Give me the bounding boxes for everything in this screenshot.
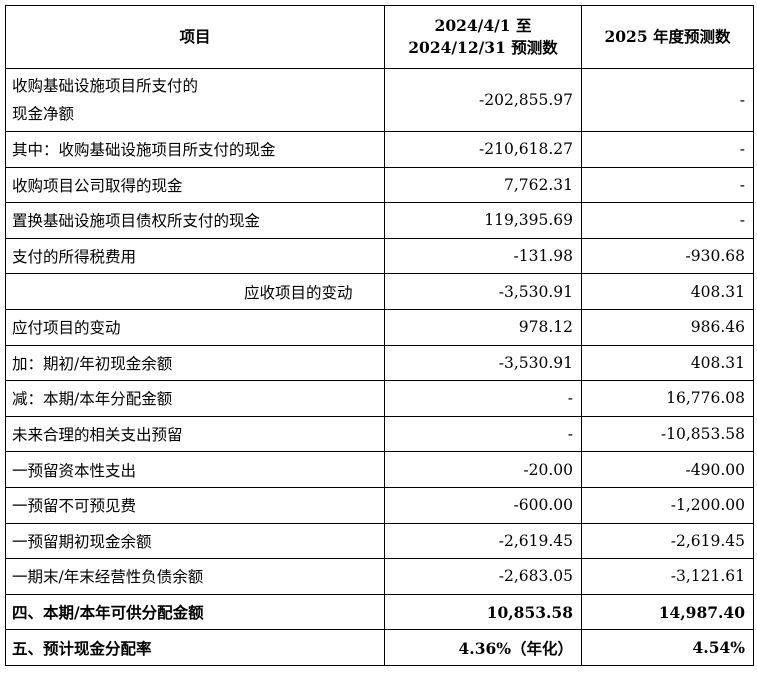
row-value-year: 4.54%	[581, 629, 754, 666]
table-row: 应收项目的变动 -3,530.91 408.31	[5, 273, 754, 310]
table-row: 一预留资本性支出 -20.00 -490.00	[5, 451, 754, 488]
row-label: 收购项目公司取得的现金	[5, 166, 385, 204]
row-value-period: 119,395.69	[384, 202, 582, 239]
row-value-year: -2,619.45	[581, 522, 754, 560]
row-value-period: 978.12	[384, 308, 582, 346]
row-value-period: -	[384, 380, 582, 417]
row-label: 减：本期/本年分配金额	[5, 380, 385, 417]
row-value-year: 986.46	[581, 308, 754, 346]
row-label: 收购基础设施项目所支付的 现金净额	[5, 68, 385, 132]
table-row: 一预留期初现金余额 -2,619.45 -2,619.45	[5, 522, 754, 560]
table-row: 一期末/年末经营性负债余额 -2,683.05 -3,121.61	[5, 558, 754, 595]
table-row: 应付项目的变动 978.12 986.46	[5, 308, 754, 346]
row-label: 一期末/年末经营性负债余额	[5, 558, 385, 595]
row-value-period: 4.36%（年化）	[384, 629, 582, 666]
row-value-period: -202,855.97	[384, 68, 582, 132]
row-label: 五、预计现金分配率	[5, 629, 385, 666]
row-label: 一预留不可预见费	[5, 486, 385, 524]
row-value-period: -3,530.91	[384, 344, 582, 382]
row-value-year: -	[581, 166, 754, 204]
row-label-line2: 现金净额	[12, 105, 75, 123]
row-label: 应收项目的变动	[5, 273, 385, 310]
row-value-period: -3,530.91	[384, 273, 582, 310]
header-year: 2025 年度预测数	[581, 5, 754, 69]
row-value-year: 408.31	[581, 344, 754, 382]
table-row: 一预留不可预见费 -600.00 -1,200.00	[5, 486, 754, 524]
row-value-period: -210,618.27	[384, 131, 582, 168]
table-row: 减：本期/本年分配金额 - 16,776.08	[5, 380, 754, 417]
row-label-line1: 收购基础设施项目所支付的	[12, 77, 199, 95]
row-value-year: 14,987.40	[581, 593, 754, 631]
header-period-line1: 2024/4/1 至	[434, 16, 532, 35]
header-item: 项目	[5, 5, 385, 69]
row-label: 未来合理的相关支出预留	[5, 415, 385, 453]
row-value-period: 10,853.58	[384, 593, 582, 631]
table-header-row: 项目 2024/4/1 至 2024/12/31 预测数 2025 年度预测数	[5, 5, 754, 69]
table-row: 收购项目公司取得的现金 7,762.31 -	[5, 166, 754, 204]
row-label: 置换基础设施项目债权所支付的现金	[5, 202, 385, 239]
row-label: 其中：收购基础设施项目所支付的现金	[5, 131, 385, 168]
row-value-year: -	[581, 131, 754, 168]
row-value-year: -	[581, 202, 754, 239]
row-value-year: -1,200.00	[581, 486, 754, 524]
cash-distribution-table: 项目 2024/4/1 至 2024/12/31 预测数 2025 年度预测数 …	[5, 5, 754, 666]
row-value-period: -600.00	[384, 486, 582, 524]
report-container: 项目 2024/4/1 至 2024/12/31 预测数 2025 年度预测数 …	[5, 5, 754, 666]
table-row-rate: 五、预计现金分配率 4.36%（年化） 4.54%	[5, 629, 754, 666]
row-label: 加：期初/年初现金余额	[5, 344, 385, 382]
row-value-period: -131.98	[384, 237, 582, 275]
header-period-line2: 2024/12/31 预测数	[408, 38, 558, 57]
row-value-period: 7,762.31	[384, 166, 582, 204]
row-label: 一预留期初现金余额	[5, 522, 385, 560]
header-period: 2024/4/1 至 2024/12/31 预测数	[384, 5, 582, 69]
row-value-year: -3,121.61	[581, 558, 754, 595]
row-value-period: -20.00	[384, 451, 582, 488]
row-label: 一预留资本性支出	[5, 451, 385, 488]
row-value-year: -490.00	[581, 451, 754, 488]
table-row: 支付的所得税费用 -131.98 -930.68	[5, 237, 754, 275]
row-value-year: 16,776.08	[581, 380, 754, 417]
table-row: 收购基础设施项目所支付的 现金净额 -202,855.97 -	[5, 68, 754, 132]
row-value-period: -2,619.45	[384, 522, 582, 560]
row-value-year: -	[581, 68, 754, 132]
row-label: 应付项目的变动	[5, 308, 385, 346]
table-row: 加：期初/年初现金余额 -3,530.91 408.31	[5, 344, 754, 382]
row-value-year: -930.68	[581, 237, 754, 275]
row-label: 支付的所得税费用	[5, 237, 385, 275]
table-row: 置换基础设施项目债权所支付的现金 119,395.69 -	[5, 202, 754, 239]
table-row-total: 四、本期/本年可供分配金额 10,853.58 14,987.40	[5, 593, 754, 631]
row-label: 四、本期/本年可供分配金额	[5, 593, 385, 631]
table-row: 其中：收购基础设施项目所支付的现金 -210,618.27 -	[5, 131, 754, 168]
row-value-period: -2,683.05	[384, 558, 582, 595]
row-value-year: -10,853.58	[581, 415, 754, 453]
row-value-year: 408.31	[581, 273, 754, 310]
row-value-period: -	[384, 415, 582, 453]
table-row: 未来合理的相关支出预留 - -10,853.58	[5, 415, 754, 453]
